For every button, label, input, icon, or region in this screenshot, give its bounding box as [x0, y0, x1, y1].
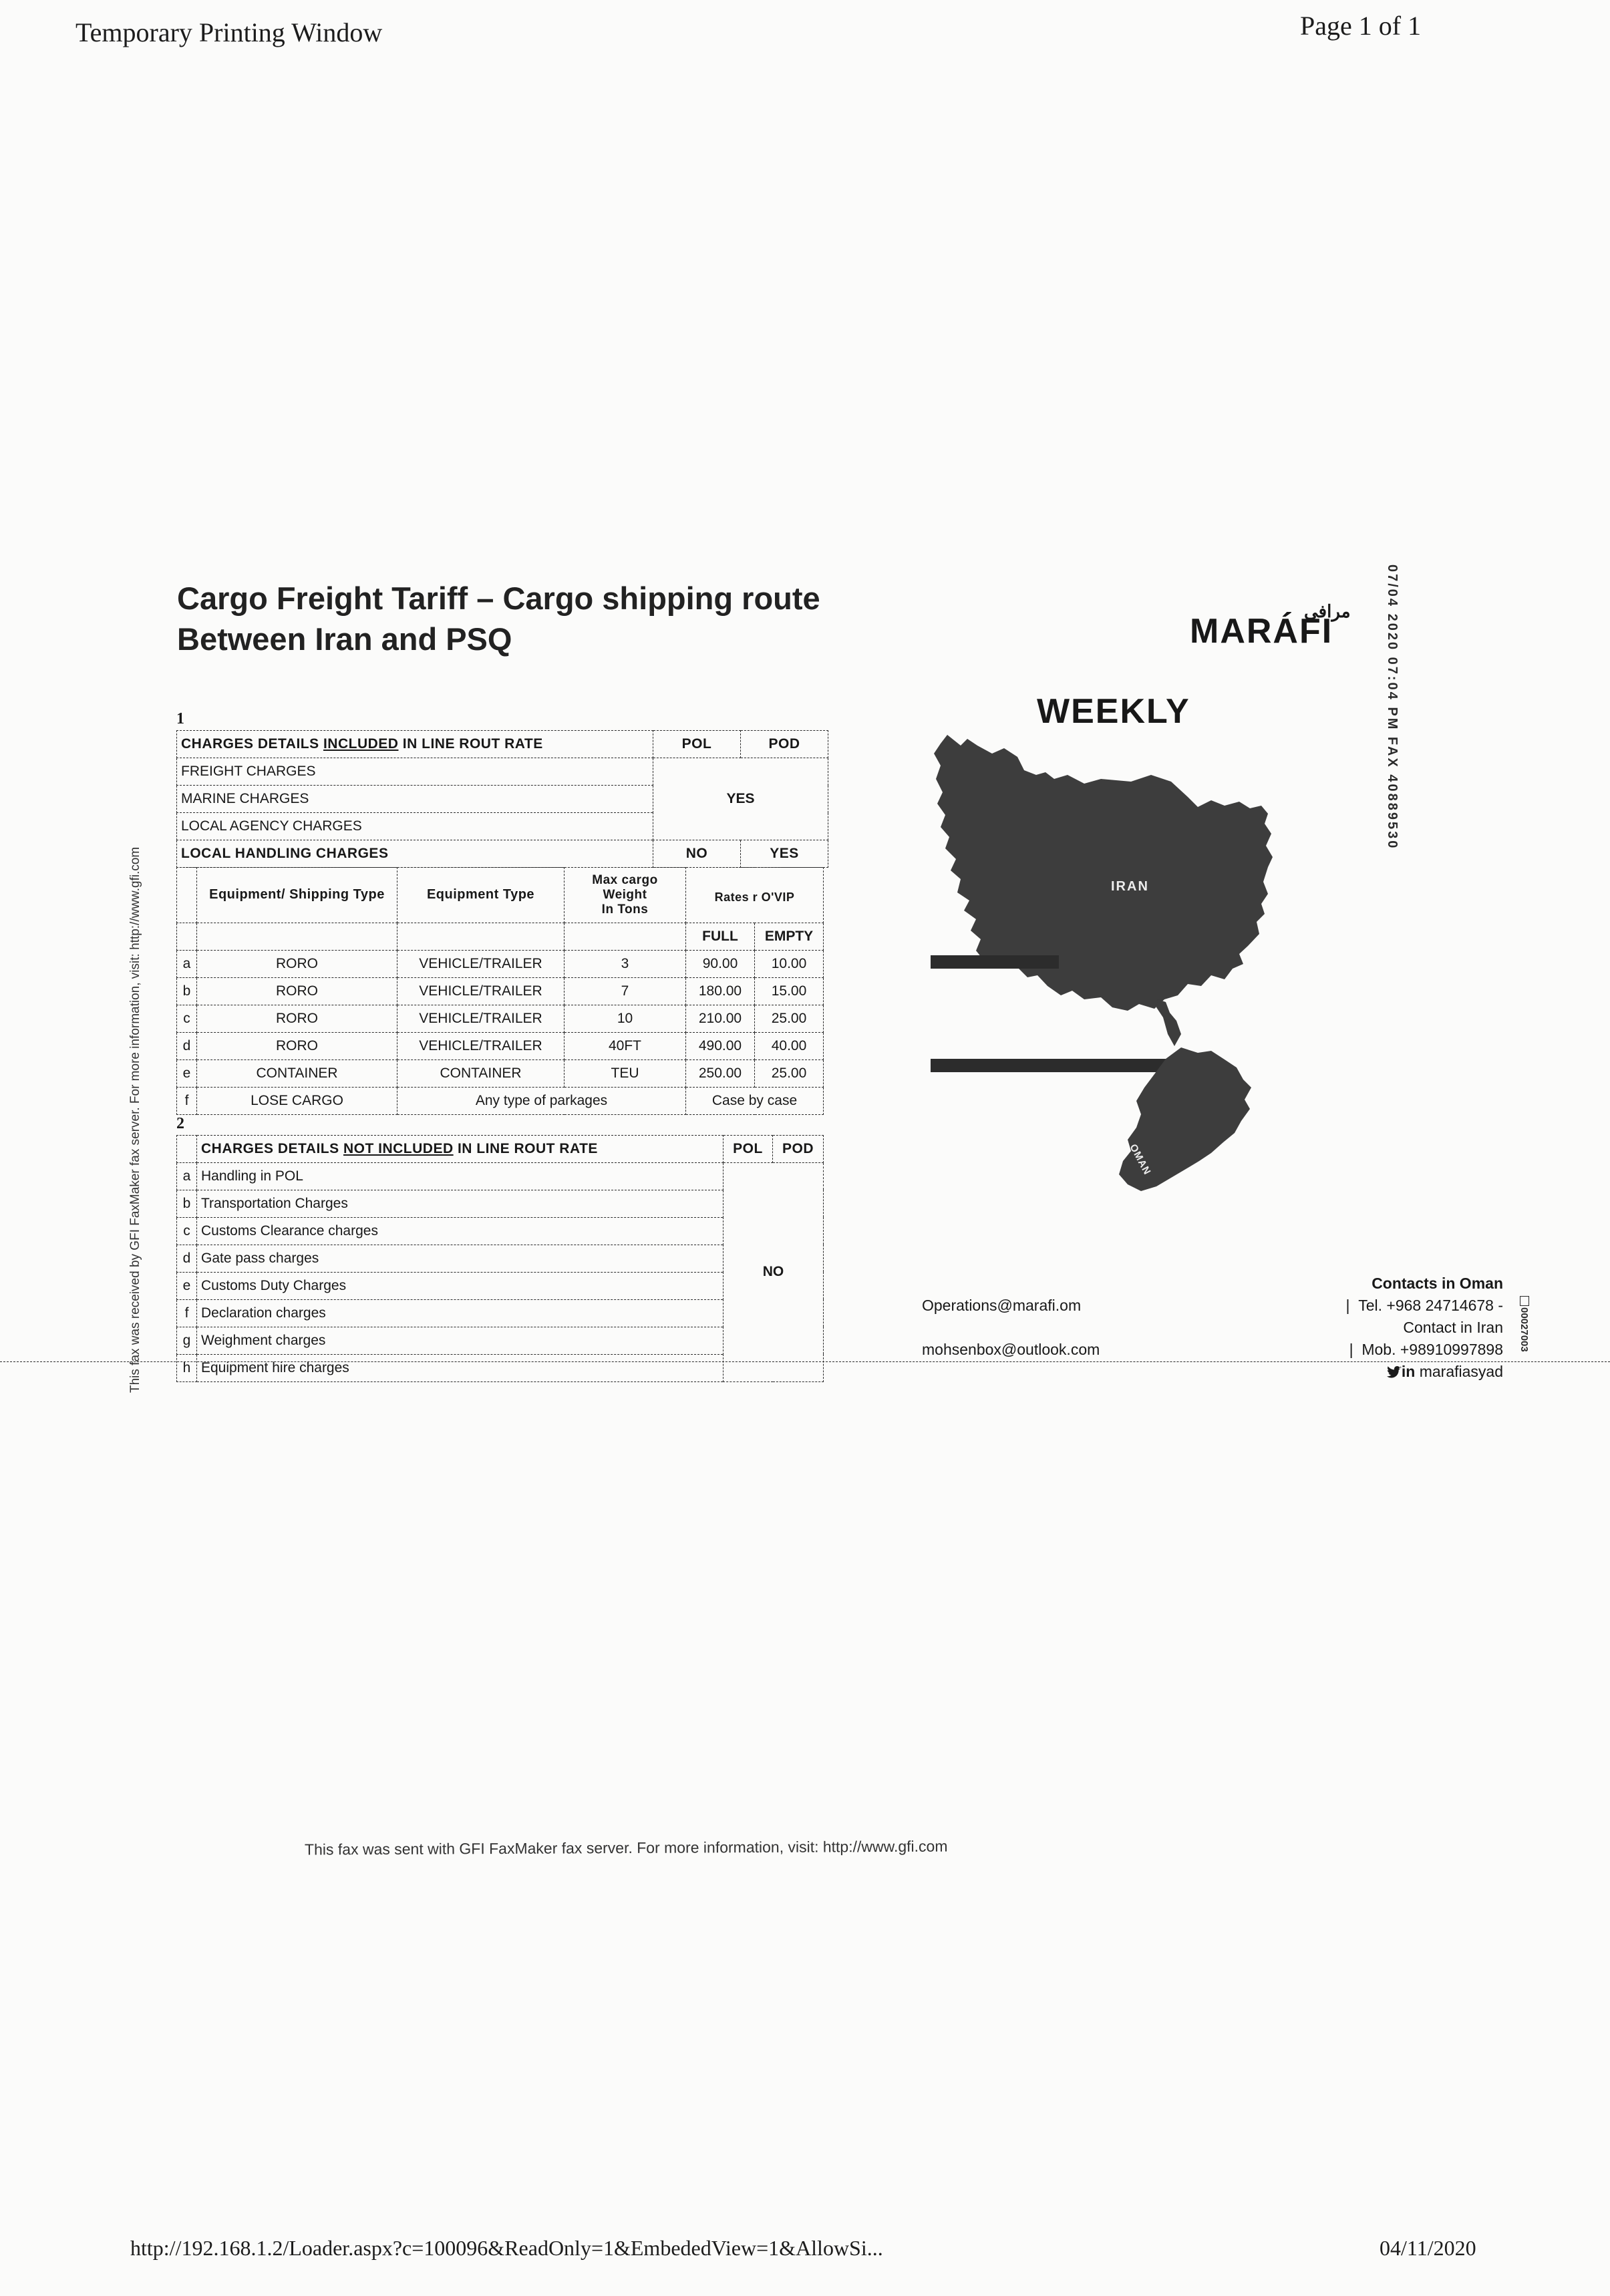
svg-text:IRAN: IRAN — [1111, 879, 1149, 894]
